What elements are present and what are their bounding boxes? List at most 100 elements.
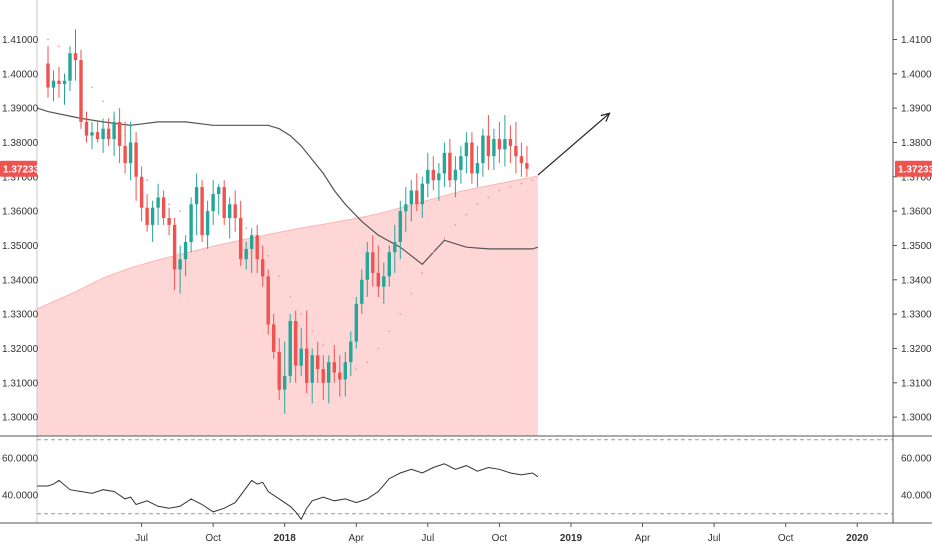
candle-body (338, 372, 342, 380)
price-tick-label-left: 1.39000 (2, 104, 39, 115)
last-price-label: 1.37233 (898, 164, 932, 175)
candle (371, 235, 375, 287)
candle-body (145, 207, 149, 225)
candle-body (420, 183, 424, 205)
projection-arrow-layer (537, 112, 611, 176)
candle-body (277, 351, 281, 390)
last-price-tag-right: 1.37233 (895, 160, 932, 177)
candle-body (321, 369, 325, 383)
candle-body (200, 187, 204, 236)
candle (448, 139, 452, 188)
candle-body (519, 156, 524, 164)
candle (321, 355, 325, 400)
candle-body (398, 211, 402, 242)
candle (360, 269, 364, 315)
candle (442, 142, 447, 188)
price-tick-label-right: 1.38000 (901, 138, 932, 149)
psar-dot (432, 251, 435, 254)
candle (145, 194, 149, 232)
candle-body (371, 252, 375, 273)
candle (117, 108, 122, 164)
candle (283, 341, 287, 414)
candle-body (431, 169, 435, 181)
candle-body (68, 53, 72, 81)
candle (123, 121, 127, 174)
candle (183, 235, 188, 277)
last-price-badge (895, 160, 932, 177)
candle (239, 200, 243, 267)
candle (194, 173, 199, 236)
candle-body (415, 190, 419, 205)
candle-body (316, 355, 320, 369)
candle (349, 331, 353, 376)
psar-dot (179, 210, 182, 213)
price-tick-label-left: 1.35000 (2, 241, 39, 252)
psar-dot (410, 292, 413, 295)
candle-body (514, 145, 518, 157)
price-tick-label-left: 1.38000 (2, 138, 39, 149)
psar-dot (278, 275, 281, 278)
candle-body (305, 348, 309, 383)
psar-dot (531, 179, 534, 182)
price-tick-label-right: 1.39000 (901, 104, 932, 115)
candle (497, 121, 502, 164)
panel-frame (0, 0, 932, 524)
candle-body (189, 204, 193, 243)
candle (316, 341, 320, 383)
candle-body (57, 80, 61, 85)
candle (112, 111, 116, 157)
candle (514, 121, 518, 174)
candle (492, 128, 496, 170)
psar-dot (146, 179, 149, 182)
candle-body (294, 321, 298, 366)
psar-dot (355, 368, 358, 370)
candle-body (442, 152, 447, 174)
candle-body (448, 152, 452, 181)
candle-body (46, 63, 50, 88)
price-tick-label-left: 1.31000 (2, 378, 39, 389)
candle-body (250, 235, 254, 249)
price-fill-edge (36, 175, 538, 310)
price-tick-label-right: 1.35000 (901, 241, 932, 252)
candle-body (272, 324, 276, 352)
candle (161, 190, 166, 225)
candle (519, 142, 524, 177)
candle-body (470, 142, 474, 174)
candle-body (459, 156, 463, 170)
candle-body (106, 128, 111, 139)
candle-body (244, 248, 248, 260)
price-fill-area (37, 176, 538, 436)
candle (68, 46, 72, 91)
candle-body (299, 348, 303, 366)
candle-body (464, 142, 469, 157)
candle-body (128, 142, 133, 164)
psar-dot (168, 203, 171, 206)
candle-body (101, 128, 105, 139)
moving-average-layer (36, 107, 539, 266)
psar-dot (377, 347, 380, 350)
time-tick-label: 2019 (560, 533, 583, 544)
candle (277, 338, 281, 400)
candle (189, 197, 193, 253)
candle-body (453, 169, 458, 181)
candle (503, 115, 507, 167)
candle-body (255, 235, 259, 260)
time-tick-label: Jul (708, 533, 721, 544)
price-fill-layer (36, 175, 538, 436)
candle (139, 166, 144, 222)
candles-layer (46, 29, 529, 414)
candle (73, 29, 78, 81)
candle-body (426, 169, 430, 184)
candle (404, 187, 408, 232)
candle-body (486, 135, 491, 157)
candle (106, 118, 111, 146)
candle-body (343, 362, 347, 380)
price-tick-label-right: 1.30000 (901, 413, 932, 424)
price-tick-label-right: 1.34000 (901, 275, 932, 286)
candle (250, 228, 254, 273)
price-tick-label-left: 1.40000 (2, 69, 39, 80)
candle-body (266, 276, 270, 325)
price-tick-label-left: 1.30000 (2, 413, 39, 424)
candle (431, 156, 435, 191)
